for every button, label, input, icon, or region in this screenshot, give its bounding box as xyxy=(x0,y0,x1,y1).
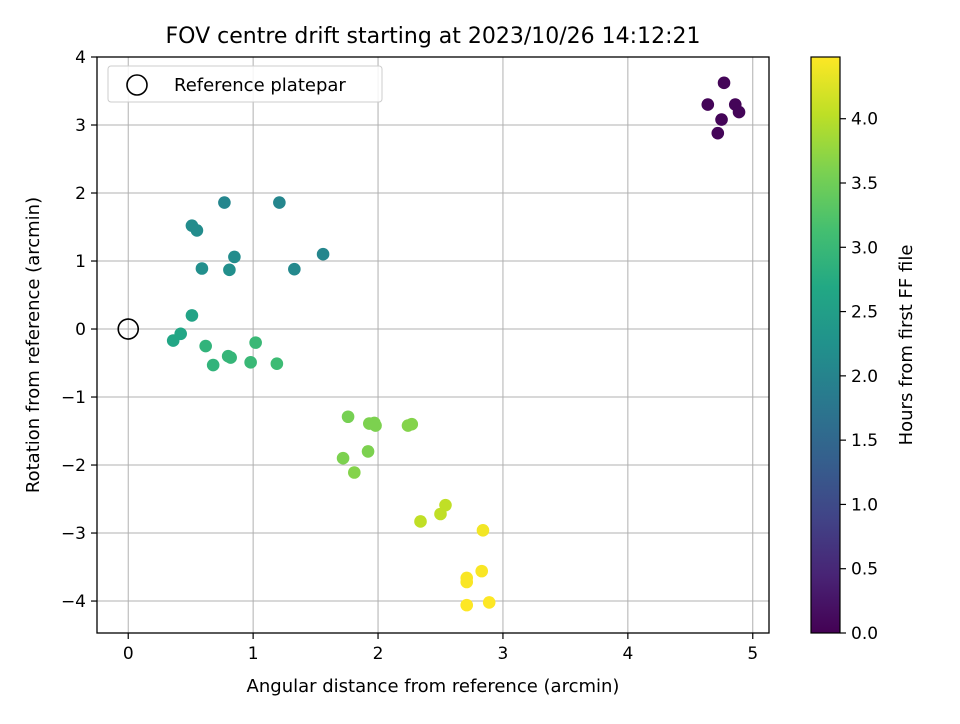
data-point xyxy=(190,224,204,237)
colorbar-ticks: 0.0 0.5 1.0 1.5 2.0 2.5 3.0 3.5 4.0 xyxy=(840,110,878,644)
plot-frame xyxy=(96,56,770,634)
data-point xyxy=(166,334,180,347)
y-tick-label: 2 xyxy=(75,184,86,204)
data-points xyxy=(166,76,746,612)
data-point xyxy=(336,451,350,465)
x-tick-label: 3 xyxy=(498,644,509,664)
colorbar-gradient xyxy=(810,56,841,634)
y-axis-label: Rotation from reference (arcmin) xyxy=(23,197,44,493)
colorbar-label: Hours from first FF file xyxy=(896,245,917,446)
data-point xyxy=(341,410,355,424)
data-point xyxy=(711,126,725,140)
y-tick-label: 1 xyxy=(75,252,86,272)
data-point xyxy=(361,445,375,458)
y-tick-label: −2 xyxy=(61,456,86,476)
x-tick-label: 2 xyxy=(373,644,384,664)
colorbar-tick-label: 0.0 xyxy=(851,624,878,644)
data-point xyxy=(288,262,301,276)
data-point xyxy=(195,262,209,275)
x-axis-label: Angular distance from reference (arcmin) xyxy=(247,676,620,697)
data-point xyxy=(228,250,241,264)
data-point xyxy=(224,351,237,364)
y-axis-ticks: −4 −3 −2 −1 0 1 2 3 4 xyxy=(61,48,97,612)
x-tick-label: 1 xyxy=(248,644,259,664)
y-tick-label: −3 xyxy=(61,524,86,544)
data-point xyxy=(316,247,330,261)
colorbar-tick-label: 1.0 xyxy=(851,495,878,515)
reference-marker-layer xyxy=(117,318,140,340)
data-point xyxy=(460,575,474,589)
chart-title: FOV centre drift starting at 2023/10/26 … xyxy=(166,24,701,49)
grid xyxy=(97,56,769,633)
data-point xyxy=(273,196,286,209)
data-point xyxy=(482,596,496,609)
data-point xyxy=(460,598,474,612)
colorbar-tick-label: 1.5 xyxy=(851,431,878,451)
data-point xyxy=(348,466,361,479)
data-point xyxy=(414,515,427,528)
data-point xyxy=(206,358,220,372)
colorbar-tick-label: 2.0 xyxy=(851,367,878,387)
colorbar-tick-label: 3.0 xyxy=(851,238,878,258)
data-point xyxy=(244,356,257,369)
colorbar-tick-label: 3.5 xyxy=(851,174,878,194)
data-point xyxy=(717,76,731,90)
y-tick-label: 0 xyxy=(75,320,86,340)
data-point xyxy=(476,524,490,537)
legend: Reference platepar xyxy=(107,65,383,103)
data-point xyxy=(223,263,236,277)
colorbar-tick-label: 0.5 xyxy=(851,560,878,580)
x-axis-ticks: 0 1 2 3 4 5 xyxy=(123,633,758,664)
data-point xyxy=(405,417,419,431)
legend-label: Reference platepar xyxy=(174,75,346,96)
x-tick-label: 5 xyxy=(747,644,758,664)
colorbar-tick-label: 4.0 xyxy=(851,110,878,130)
data-point xyxy=(434,507,447,521)
data-point xyxy=(199,339,212,353)
legend-box xyxy=(107,65,383,103)
data-point xyxy=(218,196,231,209)
x-tick-label: 0 xyxy=(123,644,134,664)
y-tick-label: −4 xyxy=(61,592,86,612)
data-point xyxy=(185,309,199,322)
data-point xyxy=(475,564,489,578)
y-tick-label: 3 xyxy=(75,116,86,136)
data-point xyxy=(701,98,715,111)
colorbar-tick-label: 2.5 xyxy=(851,303,878,323)
y-tick-label: −1 xyxy=(61,388,86,408)
legend-marker-open-circle xyxy=(126,74,148,96)
data-point xyxy=(369,419,382,432)
data-point xyxy=(270,357,284,371)
data-point xyxy=(249,336,262,349)
data-point xyxy=(715,113,728,126)
reference-platepar-marker xyxy=(117,318,140,340)
colorbar: 0.0 0.5 1.0 1.5 2.0 2.5 3.0 3.5 4.0 Hours from f… xyxy=(810,56,917,644)
x-tick-label: 4 xyxy=(622,644,633,664)
data-point xyxy=(732,105,746,119)
y-tick-label: 4 xyxy=(75,48,86,68)
